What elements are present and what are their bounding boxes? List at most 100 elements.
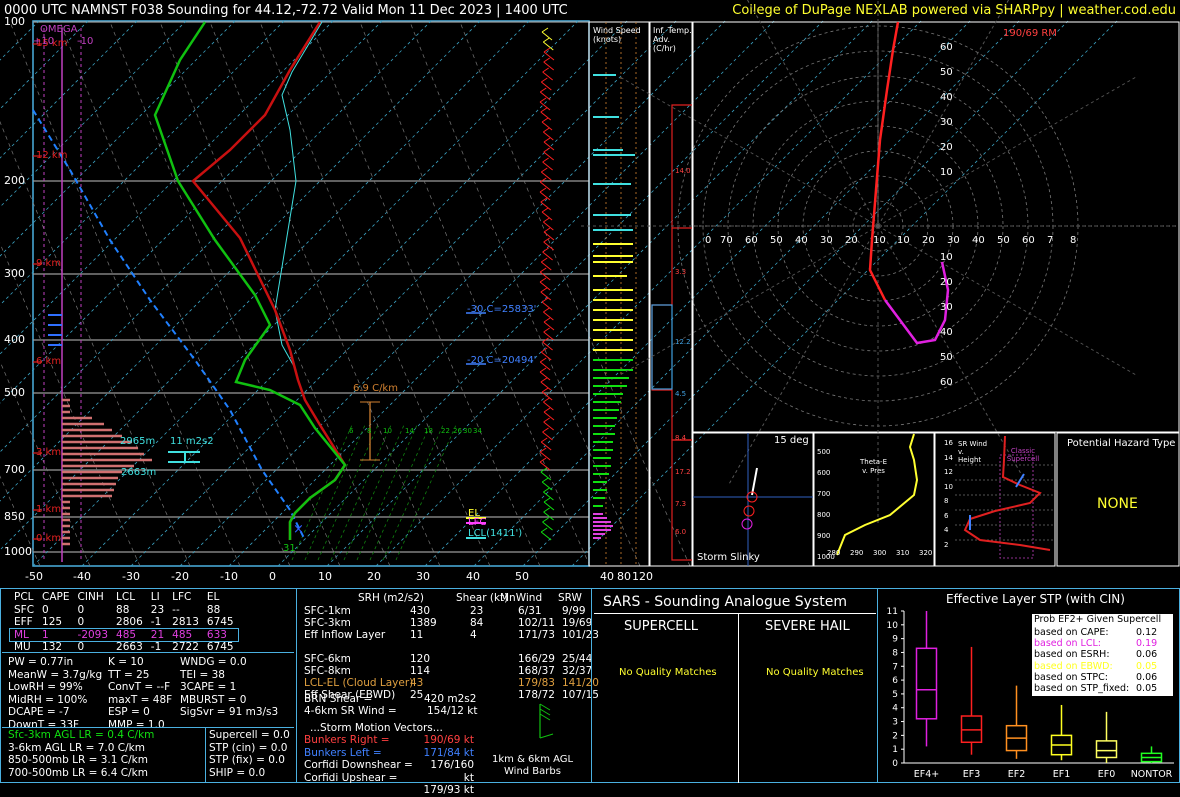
classic-supercell-label: Classic Supercell — [1006, 447, 1040, 463]
wind-barb-flag — [539, 277, 547, 283]
temp-adv-value: 12.2 — [675, 338, 691, 346]
mixing-ratio-line — [356, 424, 418, 561]
isotherm-line — [522, 20, 1069, 567]
hodo-ring-label: 10 — [940, 167, 953, 178]
dry-adiabat — [0, 120, 191, 567]
el-header: EL — [206, 591, 220, 603]
isotherm-line — [0, 20, 138, 159]
hodo-x-label: 60 — [745, 235, 758, 246]
surface-temp-label: 31 — [283, 543, 296, 554]
storm-motion-values: 190/69 kt 171/84 kt 176/160 kt 179/93 kt — [423, 734, 474, 796]
mixing-ratio-line — [317, 424, 379, 561]
parcel-row-ml: ML 1 -2093 485 21 485 633 — [9, 627, 239, 642]
wind-barb — [543, 501, 555, 511]
hodo-radial — [617, 225, 879, 377]
dry-adiabat — [59, 21, 291, 567]
hodo-x-label: 0 — [705, 235, 712, 246]
storm-motion-label: 190/69 RM — [1003, 28, 1057, 39]
hodo-x-label: 8 — [1070, 235, 1077, 246]
isotherm-line — [473, 20, 1020, 567]
sr-wind-y-label: 16 — [944, 439, 953, 447]
srh-height-bottom: 2663m — [121, 467, 157, 478]
dry-adiabat — [359, 21, 591, 567]
wind-barb-flag — [543, 507, 550, 513]
height-label: 9 km — [36, 258, 62, 269]
pressure-label: 500 — [4, 386, 25, 399]
wind-barb-flag — [543, 47, 551, 53]
sars-divider-v — [738, 613, 739, 783]
hodo-x-label: 60 — [1022, 235, 1035, 246]
wind-barb-flag — [542, 427, 549, 433]
hazard-title: Potential Hazard Type — [1067, 438, 1176, 449]
stp-y-label: 0 — [892, 759, 898, 769]
wind-barb — [539, 451, 551, 461]
wind-barb — [541, 121, 553, 131]
dry-adiabat — [309, 21, 541, 567]
stp-y-label: 1 — [892, 745, 898, 755]
isotherm-line — [424, 20, 971, 567]
barb-label-2: Wind Barbs — [504, 766, 561, 777]
stp-y-label: 5 — [892, 690, 898, 700]
slinky-circle — [746, 491, 758, 503]
hodo-x-label: 7 — [1047, 235, 1054, 246]
stp-category-label: EF4+ — [914, 769, 939, 780]
wind-barb-flag — [543, 307, 550, 313]
hodo-y-label: 30 — [940, 302, 953, 313]
isotherm-label-minus30: -30 C=25833' — [467, 304, 537, 315]
kinematics-row: SFC-3km 1389 84 102/11 19/69 — [304, 617, 593, 629]
isotherm-line — [81, 20, 628, 567]
parcel-row-mu: MU 132 0 2663 -1 2722 6745 — [14, 641, 234, 653]
wind-barb-flag — [540, 347, 548, 353]
wind-barb — [543, 231, 555, 241]
wind-barb — [543, 491, 554, 501]
wind-barb-flag — [543, 487, 550, 493]
wind-barb-flag — [543, 227, 551, 233]
dry-adiabat — [109, 21, 341, 567]
wind-barb — [541, 301, 553, 311]
parcel-x-marker: × — [293, 522, 304, 537]
kinematics-row — [300, 641, 590, 653]
wind-barb — [543, 321, 555, 331]
theta-e-y-label: 800 — [817, 511, 831, 519]
hodo-radial — [746, 0, 879, 227]
temp-adv-bar — [671, 439, 692, 561]
sr-wind-y-label: 12 — [944, 468, 953, 476]
indices-col2: K = 10 TT = 25 ConvT = --F maxT = 48F ESP = … — [108, 656, 173, 731]
dry-adiabat — [0, 360, 91, 567]
theta-e-x-label: 290 — [850, 549, 864, 557]
sars-divider-h — [594, 613, 876, 614]
hodo-ring-label: 40 — [940, 92, 953, 103]
hodo-x-label: 40 — [795, 235, 808, 246]
lapse-rates: Sfc-3km AGL LR = 0.4 C/km 3-6km AGL LR =… — [8, 729, 154, 779]
wind-barb-flag — [540, 437, 548, 443]
theta-e-y-label: 600 — [817, 469, 831, 477]
srh-height-top: 2965m — [120, 436, 156, 447]
el-label: EL — [468, 508, 480, 519]
hodo-radial — [877, 75, 1139, 227]
wind-barb — [542, 41, 554, 51]
dewpoint-trace — [153, 21, 347, 540]
height-label: 3 km — [36, 447, 62, 458]
cape-header: CAPE — [42, 591, 70, 603]
stp-y-label: 8 — [892, 648, 898, 658]
wind-barb-flag — [543, 397, 550, 403]
temp-label: 50 — [515, 570, 529, 583]
mixing-ratio-line — [343, 424, 405, 561]
stp-y-label: 10 — [887, 621, 899, 631]
isotherm-line — [228, 20, 775, 567]
wind-barb — [542, 161, 553, 171]
sars-title: SARS - Sounding Analogue System — [603, 594, 847, 610]
wind-barb — [543, 241, 555, 251]
height-label: 1 km — [36, 504, 62, 515]
stp-category-label: EF2 — [1008, 769, 1026, 780]
hazard-frame — [1056, 432, 1180, 567]
isotherm-line — [0, 20, 432, 453]
stp-box — [915, 647, 938, 720]
omega-label: OMEGA — [40, 24, 78, 35]
height-label: 0 km — [36, 533, 62, 544]
isotherm-line — [0, 20, 530, 551]
dry-adiabat — [159, 21, 391, 567]
temp-label: 20 — [367, 570, 381, 583]
hodo-radial — [877, 225, 1139, 377]
stp-legend-value: 0.05 — [1136, 683, 1158, 694]
